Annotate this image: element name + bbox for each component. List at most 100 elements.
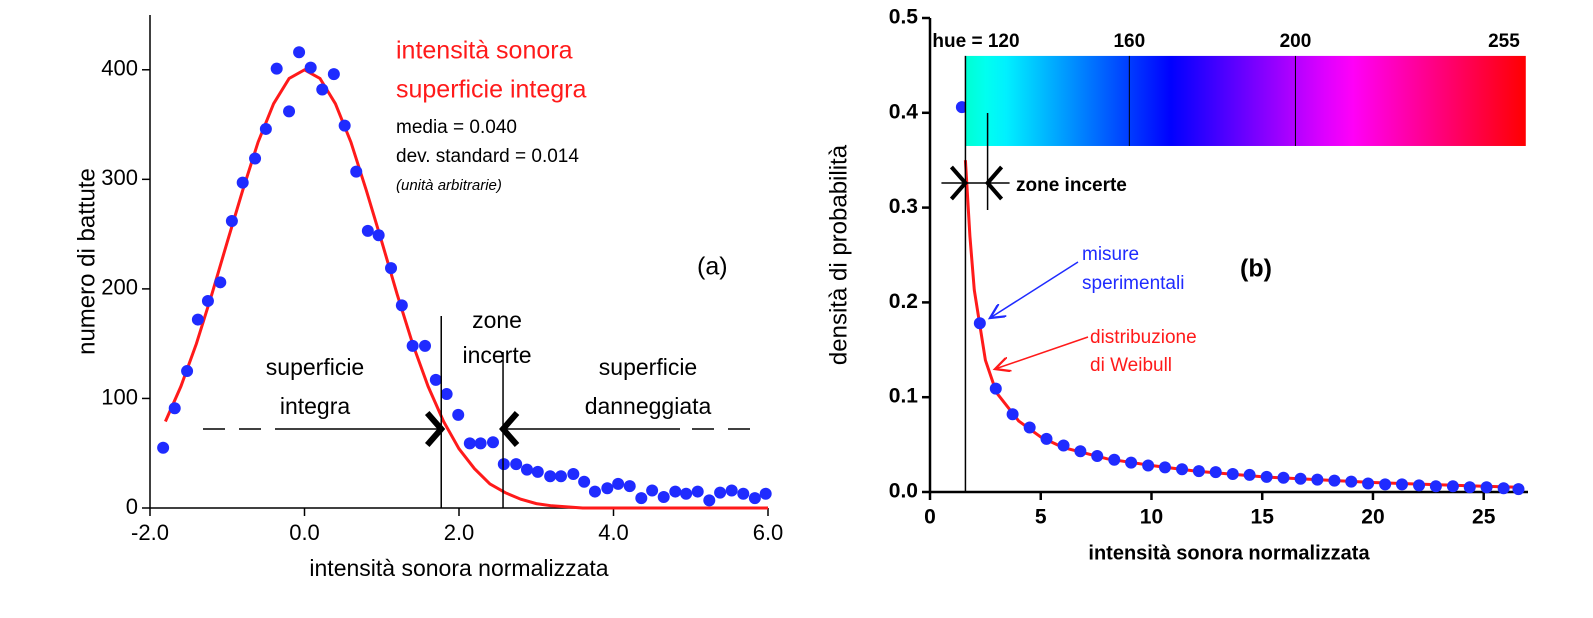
data-point xyxy=(1512,483,1525,496)
data-point xyxy=(1362,477,1375,490)
data-point xyxy=(531,465,544,478)
y-tick-label: 0.1 xyxy=(889,385,919,408)
data-point xyxy=(225,214,238,227)
data-point xyxy=(316,83,329,96)
data-point xyxy=(1006,408,1019,421)
data-point xyxy=(440,388,453,401)
region-label: zone xyxy=(472,307,522,333)
data-point xyxy=(214,276,227,289)
data-point xyxy=(1463,481,1476,494)
data-point xyxy=(350,165,363,178)
units-note: (unità arbitrarie) xyxy=(396,177,502,194)
arrow-head xyxy=(499,411,520,447)
data-point xyxy=(623,480,636,493)
data-point xyxy=(1091,449,1104,462)
x-tick-label: 6.0 xyxy=(753,520,784,545)
data-point xyxy=(588,485,601,498)
data-point xyxy=(703,494,716,507)
legend-text: superficie integra xyxy=(396,76,586,104)
data-point xyxy=(1176,463,1189,476)
stat-text: media = 0.040 xyxy=(396,117,517,138)
data-point xyxy=(259,122,272,135)
data-point xyxy=(201,294,214,307)
x-tick-label: 4.0 xyxy=(598,520,629,545)
x-tick-label: 5 xyxy=(1035,506,1047,529)
panel-label: (b) xyxy=(1240,255,1272,283)
y-tick-label: 0.0 xyxy=(889,480,918,503)
data-point xyxy=(1480,481,1493,494)
uncertain-label: zone incerte xyxy=(1016,175,1127,196)
y-tick-label: 100 xyxy=(101,384,138,409)
hue-label: 160 xyxy=(1113,31,1145,52)
hue-label: 255 xyxy=(1488,31,1520,52)
y-axis-title: densità di probabilità xyxy=(825,144,852,365)
data-point xyxy=(1125,456,1138,469)
data-point xyxy=(181,365,194,378)
arrow-head xyxy=(949,165,969,201)
data-point xyxy=(168,402,181,415)
data-point xyxy=(474,437,487,450)
data-point xyxy=(249,152,262,165)
data-point xyxy=(1395,478,1408,491)
data-point xyxy=(989,382,1002,395)
data-point xyxy=(486,436,499,449)
y-tick-label: 200 xyxy=(101,275,138,300)
data-point xyxy=(759,487,772,500)
data-point xyxy=(385,262,398,275)
y-tick-label: 0.5 xyxy=(889,6,919,29)
data-point xyxy=(1142,459,1155,472)
region-label: superficie xyxy=(266,354,364,380)
data-point xyxy=(452,408,465,421)
data-point xyxy=(372,229,385,242)
data-point xyxy=(157,441,170,454)
y-tick-label: 0 xyxy=(126,494,138,519)
data-point xyxy=(612,477,625,490)
data-point xyxy=(463,437,476,450)
pointer-arrow xyxy=(995,336,1089,369)
hue-label: 200 xyxy=(1280,31,1312,52)
data-point xyxy=(395,299,408,312)
data-point xyxy=(419,339,432,352)
data-point xyxy=(669,485,682,498)
data-point xyxy=(657,491,670,504)
data-point xyxy=(361,224,374,237)
data-point xyxy=(691,485,704,498)
x-tick-label: 0 xyxy=(924,506,936,529)
data-point xyxy=(304,61,317,74)
panel-b: 0.0 0.1 0.2 0.3 0.4 0.5 0 5 10 15 20 25 intensità so… xyxy=(825,6,1528,564)
colorbar xyxy=(965,55,1526,146)
data-point xyxy=(567,468,580,481)
arrow-head xyxy=(424,411,446,447)
x-tick-label: 20 xyxy=(1361,506,1384,529)
panel-a: 0 100 200 300 400 -2.0 0.0 2.0 4.0 6.0 intensità s… xyxy=(73,15,783,581)
data-point xyxy=(236,176,249,189)
x-tick-label: 15 xyxy=(1251,506,1275,529)
data-point xyxy=(1345,475,1358,488)
data-point xyxy=(973,317,986,330)
data-point xyxy=(725,484,738,497)
data-point xyxy=(1429,480,1442,493)
x-tick-label: 0.0 xyxy=(289,520,320,545)
arrow-head xyxy=(984,165,1004,201)
fit-label: distribuzione xyxy=(1090,327,1197,348)
y-axis-title: numero di battute xyxy=(73,168,100,355)
hue-label: hue = 120 xyxy=(932,31,1019,52)
fit-label: di Weibull xyxy=(1090,355,1172,376)
points-label: misure xyxy=(1082,244,1139,265)
data-point xyxy=(748,492,761,505)
data-point xyxy=(737,487,750,500)
data-point xyxy=(1209,466,1222,479)
region-label: danneggiata xyxy=(585,393,712,419)
x-axis-title: intensità sonora normalizzata xyxy=(1088,542,1370,564)
data-point xyxy=(1158,461,1171,474)
data-point xyxy=(429,373,442,386)
legend-text: intensità sonora xyxy=(396,37,573,65)
data-point xyxy=(327,68,340,81)
y-tick-label: 300 xyxy=(101,165,138,190)
stat-text: dev. standard = 0.014 xyxy=(396,146,579,167)
data-point xyxy=(578,475,591,488)
x-tick-label: 10 xyxy=(1140,506,1163,529)
x-tick-label: 25 xyxy=(1472,506,1496,529)
